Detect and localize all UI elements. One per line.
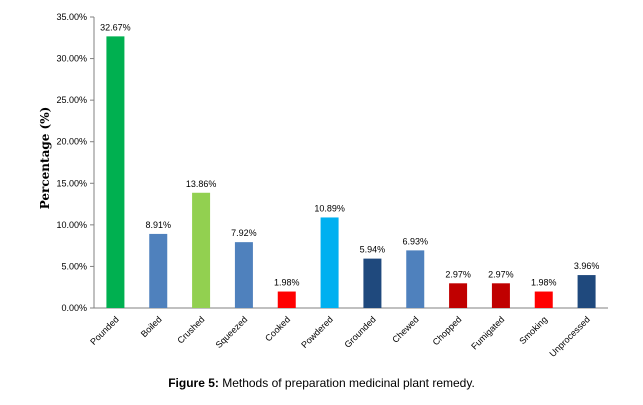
x-tick-label: Smoking xyxy=(517,314,549,346)
x-tick-label: Pounded xyxy=(88,314,121,347)
y-tick-label: 35.00% xyxy=(56,12,87,22)
x-tick-label: Boiled xyxy=(139,314,164,339)
x-tick-label: Cooked xyxy=(263,314,292,343)
bars xyxy=(106,36,596,308)
bar xyxy=(149,233,168,308)
y-tick-label: 25.00% xyxy=(56,95,87,105)
bar xyxy=(106,36,125,308)
data-label: 3.96% xyxy=(574,261,600,271)
x-tick-label: Unprocessed xyxy=(547,314,592,359)
bar xyxy=(192,192,211,308)
figure-caption: Figure 5: Methods of preparation medicin… xyxy=(0,376,643,390)
x-tick-label: Chewed xyxy=(390,314,420,344)
x-tick-labels: Pounded Boiled Crushed Squeezed Cooked Powder… xyxy=(88,314,592,359)
data-label: 5.94% xyxy=(360,245,386,255)
y-axis-label: Percentage (%) xyxy=(38,107,52,210)
chart-axes xyxy=(90,16,608,309)
bar xyxy=(234,242,253,308)
data-label: 7.92% xyxy=(231,228,257,238)
y-tick-label: 5.00% xyxy=(61,261,87,271)
data-label: 10.89% xyxy=(314,203,345,213)
data-label: 2.97% xyxy=(445,269,471,279)
x-tick-label: Chopped xyxy=(431,314,464,347)
caption-text: Methods of preparation medicinal plant r… xyxy=(218,376,475,390)
y-tick-label: 15.00% xyxy=(56,178,87,188)
data-label: 2.97% xyxy=(488,269,514,279)
data-label: 13.86% xyxy=(186,179,217,189)
data-label: 32.67% xyxy=(100,22,131,32)
x-tick-label: Grounded xyxy=(342,314,377,349)
figure-label: Figure 5: xyxy=(168,376,219,390)
data-label: 8.91% xyxy=(145,220,171,230)
data-labels: 32.67% 8.91% 13.86% 7.92% 1.98% 10.89% 5.94% 6.… xyxy=(100,22,599,287)
y-tick-label: 0.00% xyxy=(61,303,87,313)
bar xyxy=(491,283,510,308)
y-tick-labels: 0.00% 5.00% 10.00% 15.00% 20.00% 25.00% 30.00%… xyxy=(56,12,87,313)
y-tick-label: 10.00% xyxy=(56,220,87,230)
x-tick-label: Powdered xyxy=(299,314,335,350)
x-tick-label: Squeezed xyxy=(214,314,250,350)
y-tick-label: 30.00% xyxy=(56,54,87,64)
bar xyxy=(277,291,296,308)
bar xyxy=(534,291,553,308)
x-tick-label: Crushed xyxy=(175,314,206,345)
bar xyxy=(363,258,382,308)
data-label: 1.98% xyxy=(531,278,557,288)
data-label: 1.98% xyxy=(274,278,300,288)
y-tick-label: 20.00% xyxy=(56,137,87,147)
bar xyxy=(577,275,596,308)
x-tick-label: Fumigated xyxy=(469,314,506,351)
bar xyxy=(449,283,468,308)
bar xyxy=(406,250,425,308)
data-label: 6.93% xyxy=(402,236,428,246)
bar xyxy=(320,217,339,308)
